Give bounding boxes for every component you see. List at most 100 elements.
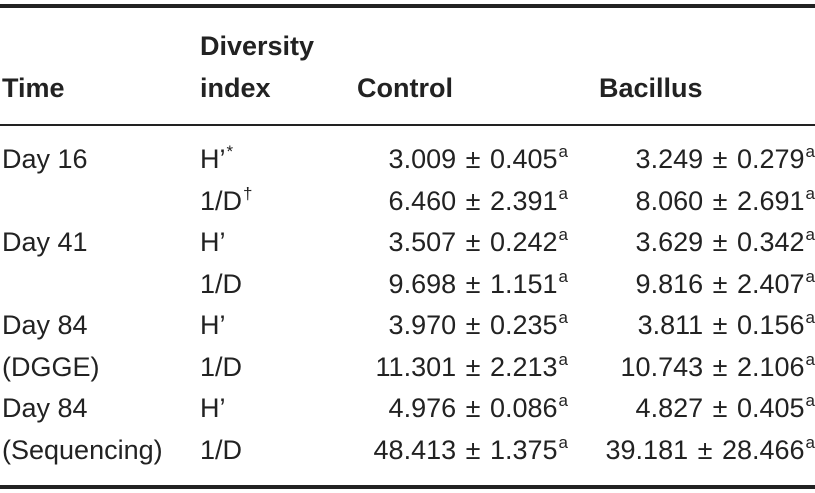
- control-sd: 0.086: [489, 393, 558, 423]
- bacillus-mean: 3.811: [637, 310, 704, 340]
- table-header-rule: [0, 124, 815, 126]
- bacillus-superscript: a: [805, 352, 815, 369]
- control-mean: 3.970: [388, 310, 457, 340]
- diversity-index-cell: H’: [200, 310, 226, 340]
- table-row: Day 41 H’ 3.507 ± 0.242a 3.629 ± 0.342a: [0, 225, 815, 257]
- plus-minus-icon: ±: [458, 269, 488, 299]
- time-cell: (DGGE): [2, 352, 100, 382]
- control-mean: 9.698: [388, 269, 457, 299]
- time-cell: Day 16: [2, 144, 88, 174]
- bacillus-value: 8.060 ± 2.691a: [560, 186, 815, 220]
- control-superscript: a: [558, 350, 568, 369]
- bacillus-superscript: a: [805, 186, 815, 203]
- time-cell: Day 41: [2, 227, 88, 257]
- control-value: 3.507 ± 0.242a: [300, 225, 568, 261]
- control-superscript: a: [558, 308, 568, 327]
- control-sd: 0.235: [489, 310, 558, 340]
- control-superscript: a: [558, 391, 568, 410]
- header-time: Time: [2, 73, 65, 103]
- control-value: 11.301 ± 2.213a: [300, 350, 568, 386]
- diversity-index-cell: H’*: [200, 142, 234, 178]
- bacillus-mean: 3.249: [635, 144, 704, 174]
- bacillus-sd: 0.156: [736, 310, 805, 340]
- bacillus-superscript: a: [805, 393, 815, 410]
- diversity-index-cell: 1/D†: [200, 184, 253, 220]
- plus-minus-icon: ±: [705, 186, 735, 216]
- footnote-mark: *: [226, 142, 234, 161]
- bacillus-superscript: a: [805, 144, 815, 161]
- control-mean: 48.413: [373, 435, 457, 465]
- control-value: 3.009 ± 0.405a: [300, 142, 568, 178]
- bacillus-sd: 2.691: [736, 186, 805, 216]
- bacillus-sd: 0.342: [736, 227, 805, 257]
- table-row: Day 84 H’ 3.970 ± 0.235a 3.811 ± 0.156a: [0, 308, 815, 340]
- bacillus-mean: 3.629: [635, 227, 704, 257]
- time-cell: Day 84: [2, 393, 88, 423]
- plus-minus-icon: ±: [458, 352, 488, 382]
- diversity-index-label: 1/D: [200, 269, 243, 299]
- plus-minus-icon: ±: [458, 144, 488, 174]
- bacillus-mean: 10.743: [620, 352, 704, 382]
- diversity-index-cell: 1/D: [200, 435, 242, 465]
- control-sd: 0.405: [489, 144, 558, 174]
- control-sd: 1.151: [489, 269, 558, 299]
- control-sd: 1.375: [489, 435, 558, 465]
- diversity-index-label: H’: [200, 393, 226, 423]
- header-control: Control: [357, 73, 453, 103]
- bacillus-sd: 2.106: [736, 352, 805, 382]
- bacillus-value: 39.181 ± 28.466a: [560, 435, 815, 469]
- plus-minus-icon: ±: [705, 227, 735, 257]
- bacillus-sd: 0.279: [736, 144, 805, 174]
- bacillus-value: 3.811 ± 0.156a: [560, 310, 815, 344]
- plus-minus-icon: ±: [458, 186, 488, 216]
- diversity-index-cell: 1/D: [200, 352, 242, 382]
- control-mean: 3.009: [388, 144, 457, 174]
- control-value: 3.970 ± 0.235a: [300, 308, 568, 344]
- bacillus-superscript: a: [805, 310, 815, 327]
- diversity-index-label: 1/D: [200, 352, 243, 382]
- diversity-index-label: 1/D: [200, 186, 243, 216]
- control-superscript: a: [558, 433, 568, 452]
- bacillus-mean: 8.060: [635, 186, 704, 216]
- control-value: 6.460 ± 2.391a: [300, 184, 568, 220]
- plus-minus-icon: ±: [705, 393, 735, 423]
- plus-minus-icon: ±: [458, 435, 488, 465]
- control-value: 9.698 ± 1.151a: [300, 267, 568, 303]
- control-superscript: a: [558, 225, 568, 244]
- bacillus-value: 10.743 ± 2.106a: [560, 352, 815, 386]
- table-row: (Sequencing) 1/D 48.413 ± 1.375a 39.181 ± 2…: [0, 433, 815, 465]
- diversity-index-label: H’: [200, 144, 226, 174]
- control-superscript: a: [558, 267, 568, 286]
- footnote-mark: †: [243, 184, 253, 203]
- control-mean: 11.301: [375, 352, 457, 382]
- plus-minus-icon: ±: [458, 310, 488, 340]
- bacillus-sd: 2.407: [736, 269, 805, 299]
- control-sd: 2.213: [489, 352, 558, 382]
- bacillus-mean: 9.816: [635, 269, 704, 299]
- control-value: 4.976 ± 0.086a: [300, 391, 568, 427]
- bacillus-sd: 0.405: [736, 393, 805, 423]
- plus-minus-icon: ±: [458, 227, 488, 257]
- plus-minus-icon: ±: [458, 393, 488, 423]
- table-row: 1/D† 6.460 ± 2.391a 8.060 ± 2.691a: [0, 184, 815, 216]
- control-mean: 4.976: [388, 393, 457, 423]
- table-top-rule: [0, 4, 815, 8]
- plus-minus-icon: ±: [705, 269, 735, 299]
- control-mean: 3.507: [388, 227, 457, 257]
- diversity-index-label: H’: [200, 310, 226, 340]
- bacillus-mean: 39.181: [605, 435, 689, 465]
- time-cell: Day 84: [2, 310, 88, 340]
- bacillus-mean: 4.827: [635, 393, 704, 423]
- header-bacillus: Bacillus: [599, 73, 703, 103]
- bacillus-value: 4.827 ± 0.405a: [560, 393, 815, 427]
- control-sd: 0.242: [489, 227, 558, 257]
- bacillus-value: 9.816 ± 2.407 a: [560, 269, 815, 303]
- bacillus-superscript: a: [805, 227, 815, 244]
- diversity-index-cell: H’: [200, 393, 226, 423]
- plus-minus-icon: ±: [705, 310, 735, 340]
- plus-minus-icon: ±: [690, 435, 720, 465]
- table-row: (DGGE) 1/D 11.301 ± 2.213a 10.743 ± 2.106a: [0, 350, 815, 382]
- bacillus-value: 3.629 ± 0.342a: [560, 227, 815, 261]
- header-diversity-line1: Diversity: [200, 31, 315, 61]
- diversity-index-cell: H’: [200, 227, 226, 257]
